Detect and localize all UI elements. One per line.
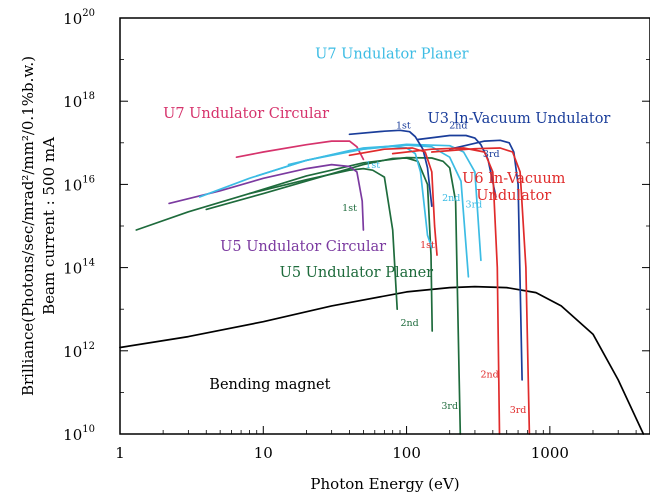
y-tick-exponent: 20 bbox=[82, 8, 95, 19]
y-tick-label: 1016 bbox=[63, 174, 95, 194]
y-tick-exponent: 14 bbox=[82, 258, 95, 269]
y-tick-mantissa: 10 bbox=[63, 10, 82, 28]
y-axis-label: Brilliance(Photons/sec/mrad²/mm²/0.1%b.w… bbox=[19, 56, 37, 396]
y-axis-label-current: Beam current : 500 mA bbox=[40, 137, 58, 315]
labels-layer: Bending magnet U5 Undulator Planer U5 Undu… bbox=[163, 47, 610, 416]
y-tick-mantissa: 10 bbox=[63, 426, 82, 444]
x-tick-label: 1000 bbox=[531, 444, 569, 462]
harmonic-label-3rd: 3rd bbox=[483, 149, 500, 160]
series-label-u7-undulator-circular: U7 Undulator Circular bbox=[163, 106, 329, 122]
y-tick-exponent: 16 bbox=[82, 174, 95, 185]
series-label-u7-undulator-planer: U7 Undulator Planer bbox=[315, 47, 469, 63]
y-tick-label: 1018 bbox=[63, 91, 95, 111]
series-u6-in-vacuum-undulator-line-3 bbox=[430, 147, 531, 435]
series-u6-in-vacuum-undulator-line-1 bbox=[348, 147, 438, 256]
harmonic-label-2nd: 2nd bbox=[400, 318, 418, 329]
y-tick-mantissa: 10 bbox=[63, 93, 82, 111]
harmonic-label-3rd: 3rd bbox=[510, 405, 527, 416]
y-tick-label: 1014 bbox=[63, 258, 95, 278]
harmonic-label-1st: 1st bbox=[342, 203, 357, 214]
harmonic-label-3rd: 3rd bbox=[466, 199, 483, 210]
x-tick-label: 10 bbox=[254, 444, 273, 462]
series-u3-in-vacuum-undulator-line-3 bbox=[448, 139, 523, 381]
harmonic-label-1st: 1st bbox=[420, 240, 435, 251]
series-bending-magnet-line bbox=[119, 285, 645, 435]
y-tick-label: 1020 bbox=[63, 8, 95, 28]
y-tick-label: 1012 bbox=[63, 341, 95, 361]
x-tick-label: 100 bbox=[392, 444, 421, 462]
series-label-u5-undulator-planer: U5 Undulator Planer bbox=[280, 265, 434, 281]
harmonic-label-3rd: 3rd bbox=[441, 401, 458, 412]
series-label-u6-in-vacuum-undulator: U6 In-Vacuum Undulator bbox=[462, 171, 566, 204]
y-tick-exponent: 12 bbox=[82, 341, 95, 352]
x-tick-label: 1 bbox=[115, 444, 125, 462]
series-u5-undulator-planer-line-3 bbox=[248, 156, 462, 435]
y-tick-exponent: 18 bbox=[82, 91, 95, 102]
plot-frame bbox=[119, 17, 650, 435]
y-tick-mantissa: 10 bbox=[63, 260, 82, 278]
harmonic-label-1st: 1st bbox=[396, 121, 411, 132]
harmonic-label-2nd: 2nd bbox=[481, 369, 499, 380]
series-label-u3-in-vacuum-undulator: U3 In-Vacuum Undulator bbox=[428, 111, 611, 127]
series-u3-in-vacuum-undulator-line-1 bbox=[348, 129, 433, 208]
harmonic-label-2nd: 2nd bbox=[449, 121, 467, 132]
y-tick-mantissa: 10 bbox=[63, 176, 82, 194]
series-u7-undulator-planer-line-3 bbox=[287, 143, 482, 262]
curves-layer bbox=[119, 129, 645, 435]
series-u5-undulator-circular-line bbox=[168, 163, 365, 231]
y-tick-mantissa: 10 bbox=[63, 343, 82, 361]
y-tick-exponent: 10 bbox=[82, 424, 95, 435]
harmonic-label-1st: 1st bbox=[365, 160, 380, 171]
series-u7-undulator-planer-line-1 bbox=[198, 145, 433, 249]
series-u6-in-vacuum-undulator-line-2 bbox=[391, 147, 501, 435]
harmonic-label-2nd: 2nd bbox=[442, 193, 460, 204]
series-label-bending-magnet: Bending magnet bbox=[209, 377, 330, 393]
x-axis-label: Photon Energy (eV) bbox=[310, 475, 459, 493]
series-label-u5-undulator-circular: U5 Undulator Circular bbox=[220, 239, 386, 255]
y-tick-label: 1010 bbox=[63, 424, 95, 444]
series-u7-undulator-circular-line bbox=[235, 140, 365, 161]
series-u5-undulator-planer-line-1 bbox=[135, 167, 399, 311]
